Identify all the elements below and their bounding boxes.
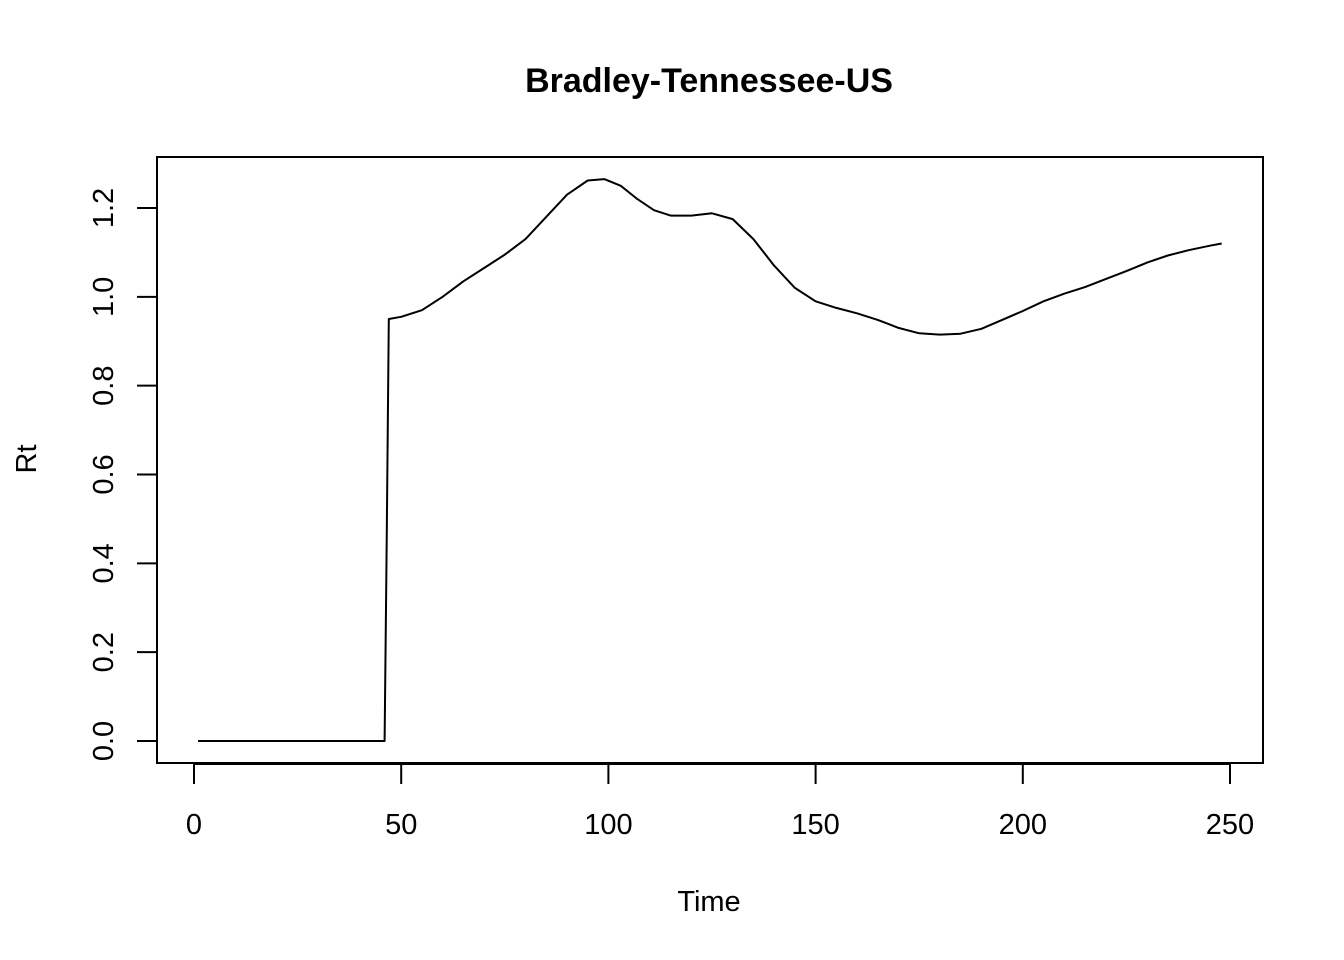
x-tick-label: 200 [999,809,1047,841]
y-axis: 0.0 0.2 0.4 0.6 0.8 1.0 1.2 [88,188,158,761]
plot-frame [156,156,1264,764]
x-axis: 0 50 100 150 200 250 [186,763,1254,841]
x-axis-label: Time [677,886,740,918]
y-tick-label: 1.2 [88,188,120,228]
y-axis-label: Rt [11,445,43,474]
y-tick-label: 0.8 [88,366,120,406]
x-tick-label: 150 [791,809,839,841]
x-tick-label: 100 [584,809,632,841]
chart-title: Bradley-Tennessee-US [525,62,893,100]
y-tick-label: 0.6 [88,454,120,494]
y-tick-label: 1.0 [88,277,120,317]
y-tick-label: 0.0 [88,721,120,761]
x-tick-label: 0 [186,809,202,841]
y-tick-label: 0.4 [88,543,120,583]
x-tick-label: 50 [385,809,417,841]
x-tick-label: 250 [1206,809,1254,841]
y-tick-label: 0.2 [88,632,120,672]
series-line-rt [198,178,1222,742]
